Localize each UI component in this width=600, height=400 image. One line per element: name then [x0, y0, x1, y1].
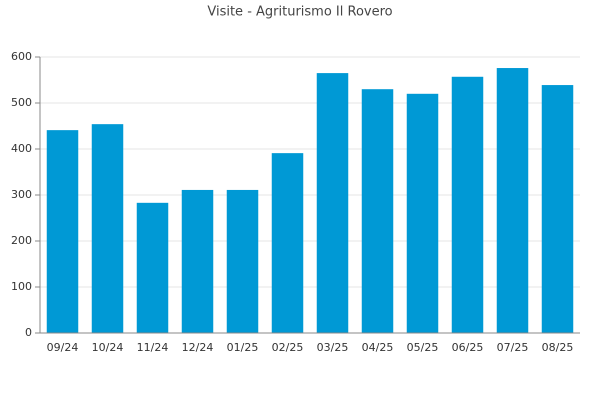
y-tick-label: 600 [11, 50, 32, 63]
bar [541, 85, 574, 333]
x-tick-label: 01/25 [227, 341, 259, 354]
bar [226, 189, 259, 333]
bar [181, 189, 214, 333]
y-tick-label: 0 [25, 326, 32, 339]
bar [451, 76, 484, 333]
bar [361, 89, 394, 333]
bar [136, 202, 169, 333]
y-tick-label: 200 [11, 234, 32, 247]
y-tick-label: 400 [11, 142, 32, 155]
bar [406, 93, 439, 333]
x-tick-label: 06/25 [452, 341, 484, 354]
x-tick-label: 08/25 [542, 341, 574, 354]
y-tick-label: 100 [11, 280, 32, 293]
x-tick-label: 07/25 [497, 341, 529, 354]
x-tick-label: 12/24 [182, 341, 214, 354]
y-tick-label: 500 [11, 96, 32, 109]
bar [271, 153, 304, 333]
x-tick-label: 04/25 [362, 341, 394, 354]
bar [496, 68, 529, 333]
x-tick-label: 10/24 [92, 341, 124, 354]
y-tick-label: 300 [11, 188, 32, 201]
bar [316, 73, 349, 333]
x-tick-label: 09/24 [47, 341, 79, 354]
chart-title: Visite - Agriturismo Il Rovero [207, 5, 392, 20]
bar [91, 124, 124, 333]
x-tick-label: 05/25 [407, 341, 439, 354]
bar [46, 130, 79, 333]
x-tick-label: 03/25 [317, 341, 349, 354]
x-tick-label: 11/24 [137, 341, 169, 354]
x-tick-label: 02/25 [272, 341, 304, 354]
